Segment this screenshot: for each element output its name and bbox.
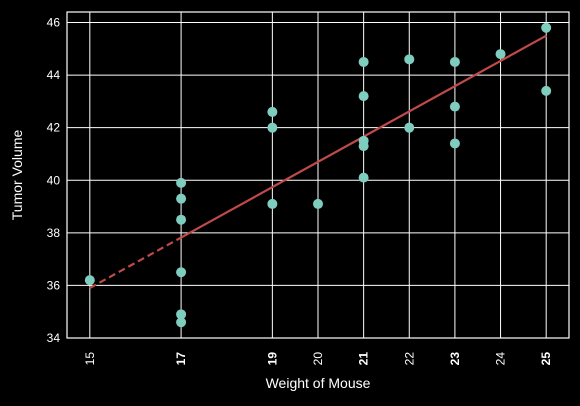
x-tick-label: 24 (494, 352, 508, 366)
data-point (404, 54, 415, 65)
data-point (495, 49, 506, 60)
data-point (358, 172, 369, 183)
data-point (313, 198, 323, 209)
y-tick-labels: 34 36 38 40 42 44 46 (47, 16, 61, 345)
data-point (358, 56, 369, 67)
y-tick-label: 42 (47, 121, 61, 135)
plot-area-frame (66, 11, 570, 339)
x-tick-label: 17 (174, 352, 188, 366)
data-point (267, 106, 278, 117)
x-tick-label: 15 (83, 352, 97, 366)
data-point (449, 56, 460, 67)
data-point (449, 101, 460, 112)
x-tick-label: 20 (311, 352, 325, 366)
y-axis-label: Tumor Volume (9, 130, 25, 221)
x-axis-label: Weight of Mouse (266, 375, 371, 391)
x-tick-label: 21 (357, 352, 371, 366)
data-points (84, 22, 552, 328)
data-point (541, 85, 552, 96)
data-point (176, 309, 187, 320)
data-point (176, 193, 187, 204)
data-point (449, 138, 460, 149)
data-point (358, 141, 369, 152)
x-tick-label: 19 (265, 352, 279, 366)
y-tick-label: 38 (47, 226, 61, 240)
data-point (84, 275, 95, 286)
y-tick-label: 46 (47, 16, 61, 30)
data-point (267, 122, 278, 133)
data-point (541, 22, 552, 33)
regression-line-dashed (89, 236, 182, 290)
y-tick-label: 44 (47, 68, 61, 82)
x-tick-label: 22 (402, 352, 416, 366)
data-point (176, 267, 187, 278)
data-point (176, 177, 187, 188)
y-tick-label: 36 (47, 278, 61, 292)
data-point (404, 122, 415, 133)
y-tick-label: 34 (47, 331, 61, 345)
y-tick-label: 40 (47, 173, 61, 187)
data-point (358, 91, 369, 102)
x-tick-labels: 15 17 19 20 21 22 23 24 25 (83, 352, 553, 366)
x-tick-label: 25 (539, 352, 553, 366)
data-point (176, 317, 187, 328)
x-tick-label: 23 (448, 352, 462, 366)
data-point (176, 214, 187, 225)
data-point (267, 198, 278, 209)
